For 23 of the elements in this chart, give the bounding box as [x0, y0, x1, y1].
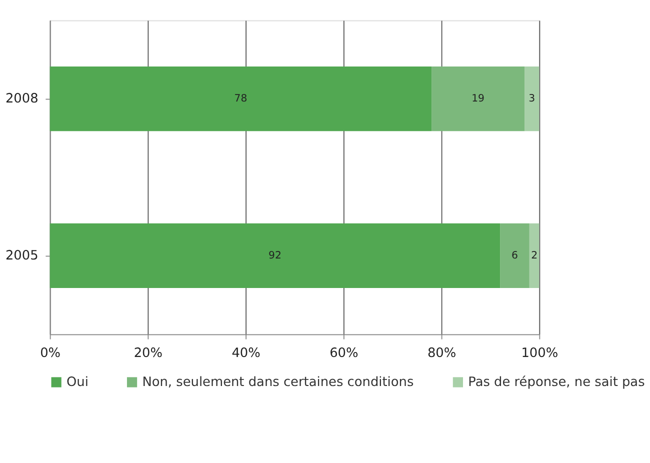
x-tick-label: 40% — [232, 346, 260, 361]
data-label: 2 — [531, 250, 538, 262]
y-tick-label: 2005 — [5, 248, 38, 264]
bar — [50, 223, 500, 288]
data-label: 19 — [472, 94, 484, 105]
x-tick-label: 0% — [40, 346, 61, 361]
bar — [524, 66, 540, 132]
x-tick-label: 100% — [521, 346, 558, 361]
x-tick-label: 80% — [427, 346, 456, 361]
x-tick-label: 20% — [134, 346, 163, 361]
legend-label: Oui — [66, 374, 88, 390]
bar — [529, 223, 540, 288]
legend-label: Pas de réponse, ne sait pas — [468, 374, 646, 390]
bar — [432, 66, 525, 132]
data-label: 78 — [234, 94, 248, 105]
x-tick-label: 60% — [330, 346, 358, 361]
bar — [500, 223, 530, 288]
data-label: 92 — [268, 250, 282, 262]
y-tick-label: 2008 — [5, 91, 38, 106]
legend-label: Non, seulement dans certaines conditions — [142, 374, 414, 390]
data-label: 3 — [528, 94, 536, 105]
data-label: 6 — [512, 250, 518, 262]
bar — [50, 66, 432, 132]
